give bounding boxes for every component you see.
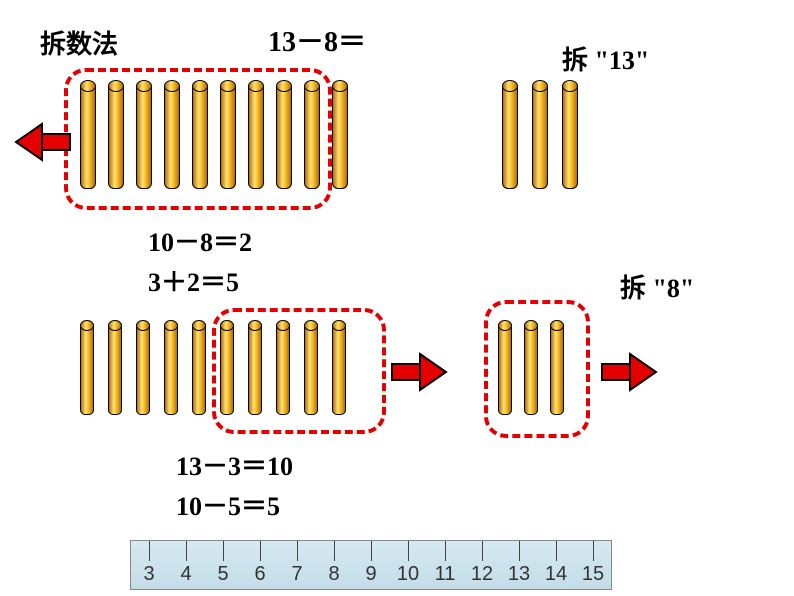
equation-2: 3＋2＝5 xyxy=(148,262,239,299)
arrow-left-remove xyxy=(14,120,74,164)
ruler-number: 10 xyxy=(397,563,419,586)
number-ruler: 3 4 5 6 7 8 9 10 11 12 13 14 15 xyxy=(130,540,612,590)
ruler-tick xyxy=(223,541,224,561)
counting-stick xyxy=(80,320,92,414)
title-left: 拆数法 xyxy=(40,24,118,61)
dash-group-5 xyxy=(212,308,386,434)
ruler-tick xyxy=(297,541,298,561)
expression-top: 13－8＝ xyxy=(268,20,366,60)
ruler-number: 3 xyxy=(143,563,154,586)
ruler-tick xyxy=(593,541,594,561)
dash-group-8 xyxy=(64,68,332,210)
ruler-tick xyxy=(556,541,557,561)
counting-stick xyxy=(136,320,148,414)
ruler-number: 13 xyxy=(508,563,530,586)
ruler-number: 8 xyxy=(328,563,339,586)
ruler-tick xyxy=(482,541,483,561)
counting-stick xyxy=(192,320,204,414)
ruler-tick xyxy=(519,541,520,561)
ruler-number: 15 xyxy=(582,563,604,586)
ruler-tick xyxy=(334,541,335,561)
ruler-number: 5 xyxy=(217,563,228,586)
ruler-number: 9 xyxy=(365,563,376,586)
ruler-number: 14 xyxy=(545,563,567,586)
arrow-right-1 xyxy=(388,350,448,394)
dash-group-3 xyxy=(484,300,590,438)
equation-3: 13－3＝10 xyxy=(176,446,293,483)
ruler-number: 4 xyxy=(180,563,191,586)
ruler-tick xyxy=(149,541,150,561)
ruler-number: 11 xyxy=(435,563,456,586)
equation-1: 10－8＝2 xyxy=(148,222,252,259)
ruler-tick xyxy=(186,541,187,561)
counting-stick xyxy=(502,80,516,188)
ruler-tick xyxy=(260,541,261,561)
ruler-tick xyxy=(371,541,372,561)
counting-stick xyxy=(108,320,120,414)
counting-stick xyxy=(332,80,346,188)
ruler-number: 7 xyxy=(291,563,302,586)
counting-stick xyxy=(532,80,546,188)
label-split-13: 拆 "13" xyxy=(562,40,649,77)
ruler-tick xyxy=(408,541,409,561)
equation-4: 10－5＝5 xyxy=(176,486,280,523)
ruler-tick xyxy=(445,541,446,561)
ruler-number: 6 xyxy=(254,563,265,586)
counting-stick xyxy=(562,80,576,188)
arrow-right-2 xyxy=(598,350,658,394)
counting-stick xyxy=(164,320,176,414)
label-split-8: 拆 "8" xyxy=(620,268,694,305)
ruler-number: 12 xyxy=(471,563,493,586)
